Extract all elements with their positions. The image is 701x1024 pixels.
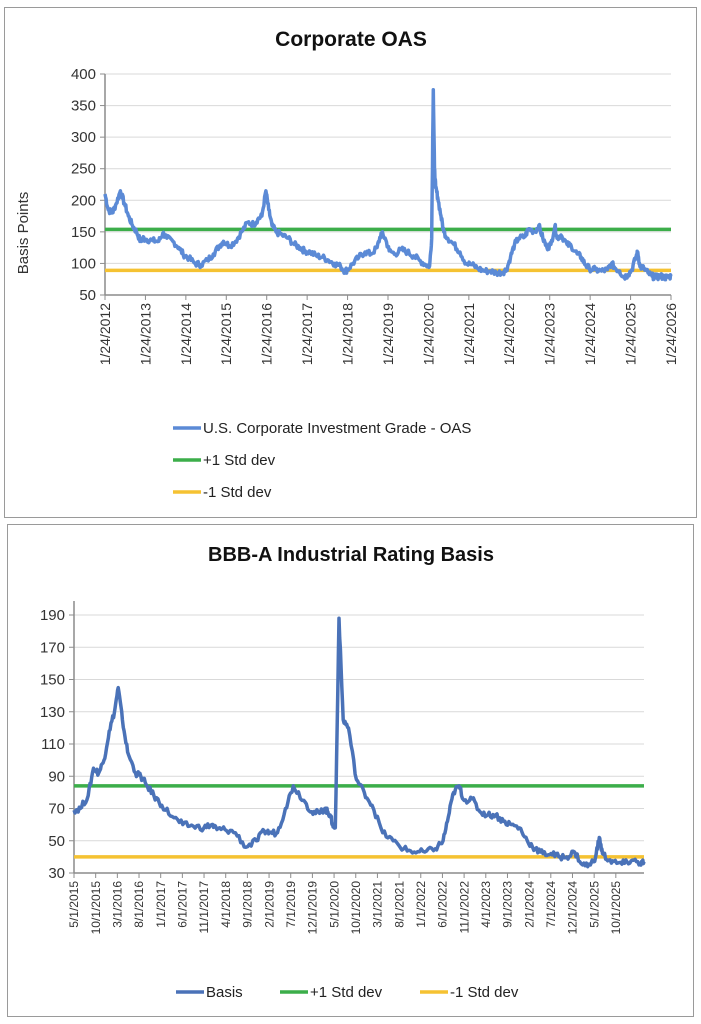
legend-label: +1 Std dev <box>203 452 276 469</box>
x-tick-label: 1/24/2026 <box>663 303 679 365</box>
y-tick-label: 90 <box>48 768 65 785</box>
x-tick-label: 5/1/2015 <box>67 881 81 928</box>
y-tick-label: 200 <box>71 192 96 209</box>
chart-title: Corporate OAS <box>275 28 427 51</box>
legend-label: -1 Std dev <box>450 984 519 1001</box>
legend-label: Basis <box>206 984 243 1001</box>
y-tick-label: 170 <box>40 639 65 656</box>
x-tick-label: 1/24/2017 <box>299 303 315 365</box>
x-tick-label: 1/24/2015 <box>218 303 234 365</box>
y-axis-label: Basis Points <box>15 192 32 275</box>
x-tick-label: 1/24/2019 <box>380 303 396 365</box>
x-tick-label: 4/1/2018 <box>219 881 233 928</box>
x-tick-label: 1/24/2025 <box>622 303 638 365</box>
x-tick-label: 12/1/2019 <box>306 881 320 935</box>
x-tick-label: 3/1/2016 <box>111 881 125 928</box>
x-tick-label: 3/1/2021 <box>371 881 385 928</box>
y-tick-label: 250 <box>71 161 96 178</box>
x-tick-label: 1/24/2014 <box>178 303 194 365</box>
x-tick-label: 1/1/2017 <box>154 881 168 928</box>
corporate-oas-chart-panel: Corporate OAS Basis Points 400 350 300 250 2… <box>4 7 697 518</box>
x-tick-label: 7/1/2024 <box>544 881 558 928</box>
series-line-u-s-corporate-investment-grade-oas <box>103 88 673 282</box>
y-tick-label: 190 <box>40 607 65 624</box>
x-tick-label: 9/1/2023 <box>501 881 515 928</box>
y-tick-label: 300 <box>71 129 96 146</box>
y-tick-label: 150 <box>40 672 65 689</box>
legend-label: U.S. Corporate Investment Grade - OAS <box>203 420 471 437</box>
x-tick-label: 2/1/2019 <box>262 881 276 928</box>
x-tick-label: 10/1/2015 <box>89 881 103 935</box>
corporate-oas-chart: Corporate OAS Basis Points 400 350 300 250 2… <box>15 28 679 501</box>
bbb-a-basis-chart-panel: BBB-A Industrial Rating Basis 190 170 150 1… <box>7 524 694 1017</box>
legend-item: +1 Std dev <box>280 984 383 1001</box>
x-tick-label: 11/1/2017 <box>197 881 211 934</box>
x-tick-label: 1/24/2016 <box>259 303 275 365</box>
legend-label: +1 Std dev <box>310 984 383 1001</box>
x-tick-label: 8/1/2016 <box>132 881 146 928</box>
x-tick-label: 6/1/2017 <box>176 881 190 928</box>
y-tick-label: 50 <box>48 833 65 850</box>
y-tick-label: 150 <box>71 224 96 241</box>
x-tick-label: 7/1/2019 <box>284 881 298 928</box>
chart-title: BBB-A Industrial Rating Basis <box>208 544 494 566</box>
y-tick-label: 110 <box>41 736 65 753</box>
x-tick-label: 10/1/2020 <box>349 881 363 935</box>
x-tick-label: 1/24/2023 <box>542 303 558 365</box>
y-tick-label: 70 <box>48 801 65 818</box>
x-tick-label: 1/24/2024 <box>582 303 598 365</box>
x-tick-label: 12/1/2024 <box>566 881 580 935</box>
x-tick-label: 1/24/2013 <box>137 303 153 365</box>
y-tick-label: 30 <box>48 865 65 882</box>
y-tick-label: 130 <box>40 704 65 721</box>
series-line-basis <box>72 616 646 869</box>
y-tick-label: 50 <box>79 287 96 304</box>
x-tick-label: 1/24/2012 <box>97 303 113 365</box>
x-tick-label: 10/1/2025 <box>609 881 623 935</box>
x-tick-label: 1/24/2020 <box>420 303 436 365</box>
x-tick-label: 1/24/2022 <box>501 303 517 365</box>
x-tick-label: 1/24/2021 <box>461 303 477 365</box>
legend-item: U.S. Corporate Investment Grade - OAS <box>173 420 471 437</box>
bbb-a-basis-chart: BBB-A Industrial Rating Basis 190 170 150 1… <box>40 544 646 1001</box>
legend-label: -1 Std dev <box>203 484 272 501</box>
legend-item: +1 Std dev <box>173 452 276 469</box>
legend-item: -1 Std dev <box>420 984 519 1001</box>
x-tick-label: 2/1/2024 <box>522 881 536 928</box>
legend-item: -1 Std dev <box>173 484 272 501</box>
x-tick-label: 11/1/2022 <box>457 881 471 934</box>
x-tick-label: 5/1/2020 <box>327 881 341 928</box>
x-tick-label: 5/1/2025 <box>587 881 601 928</box>
y-tick-label: 350 <box>71 98 96 115</box>
x-tick-label: 9/1/2018 <box>241 881 255 928</box>
x-tick-label: 6/1/2022 <box>436 881 450 928</box>
x-tick-label: 8/1/2021 <box>392 881 406 928</box>
legend-item: Basis <box>176 984 243 1001</box>
x-tick-label: 1/1/2022 <box>414 881 428 928</box>
y-tick-label: 400 <box>71 66 96 83</box>
y-tick-label: 100 <box>71 255 96 272</box>
x-tick-label: 1/24/2018 <box>339 303 355 365</box>
x-tick-label: 4/1/2023 <box>479 881 493 928</box>
